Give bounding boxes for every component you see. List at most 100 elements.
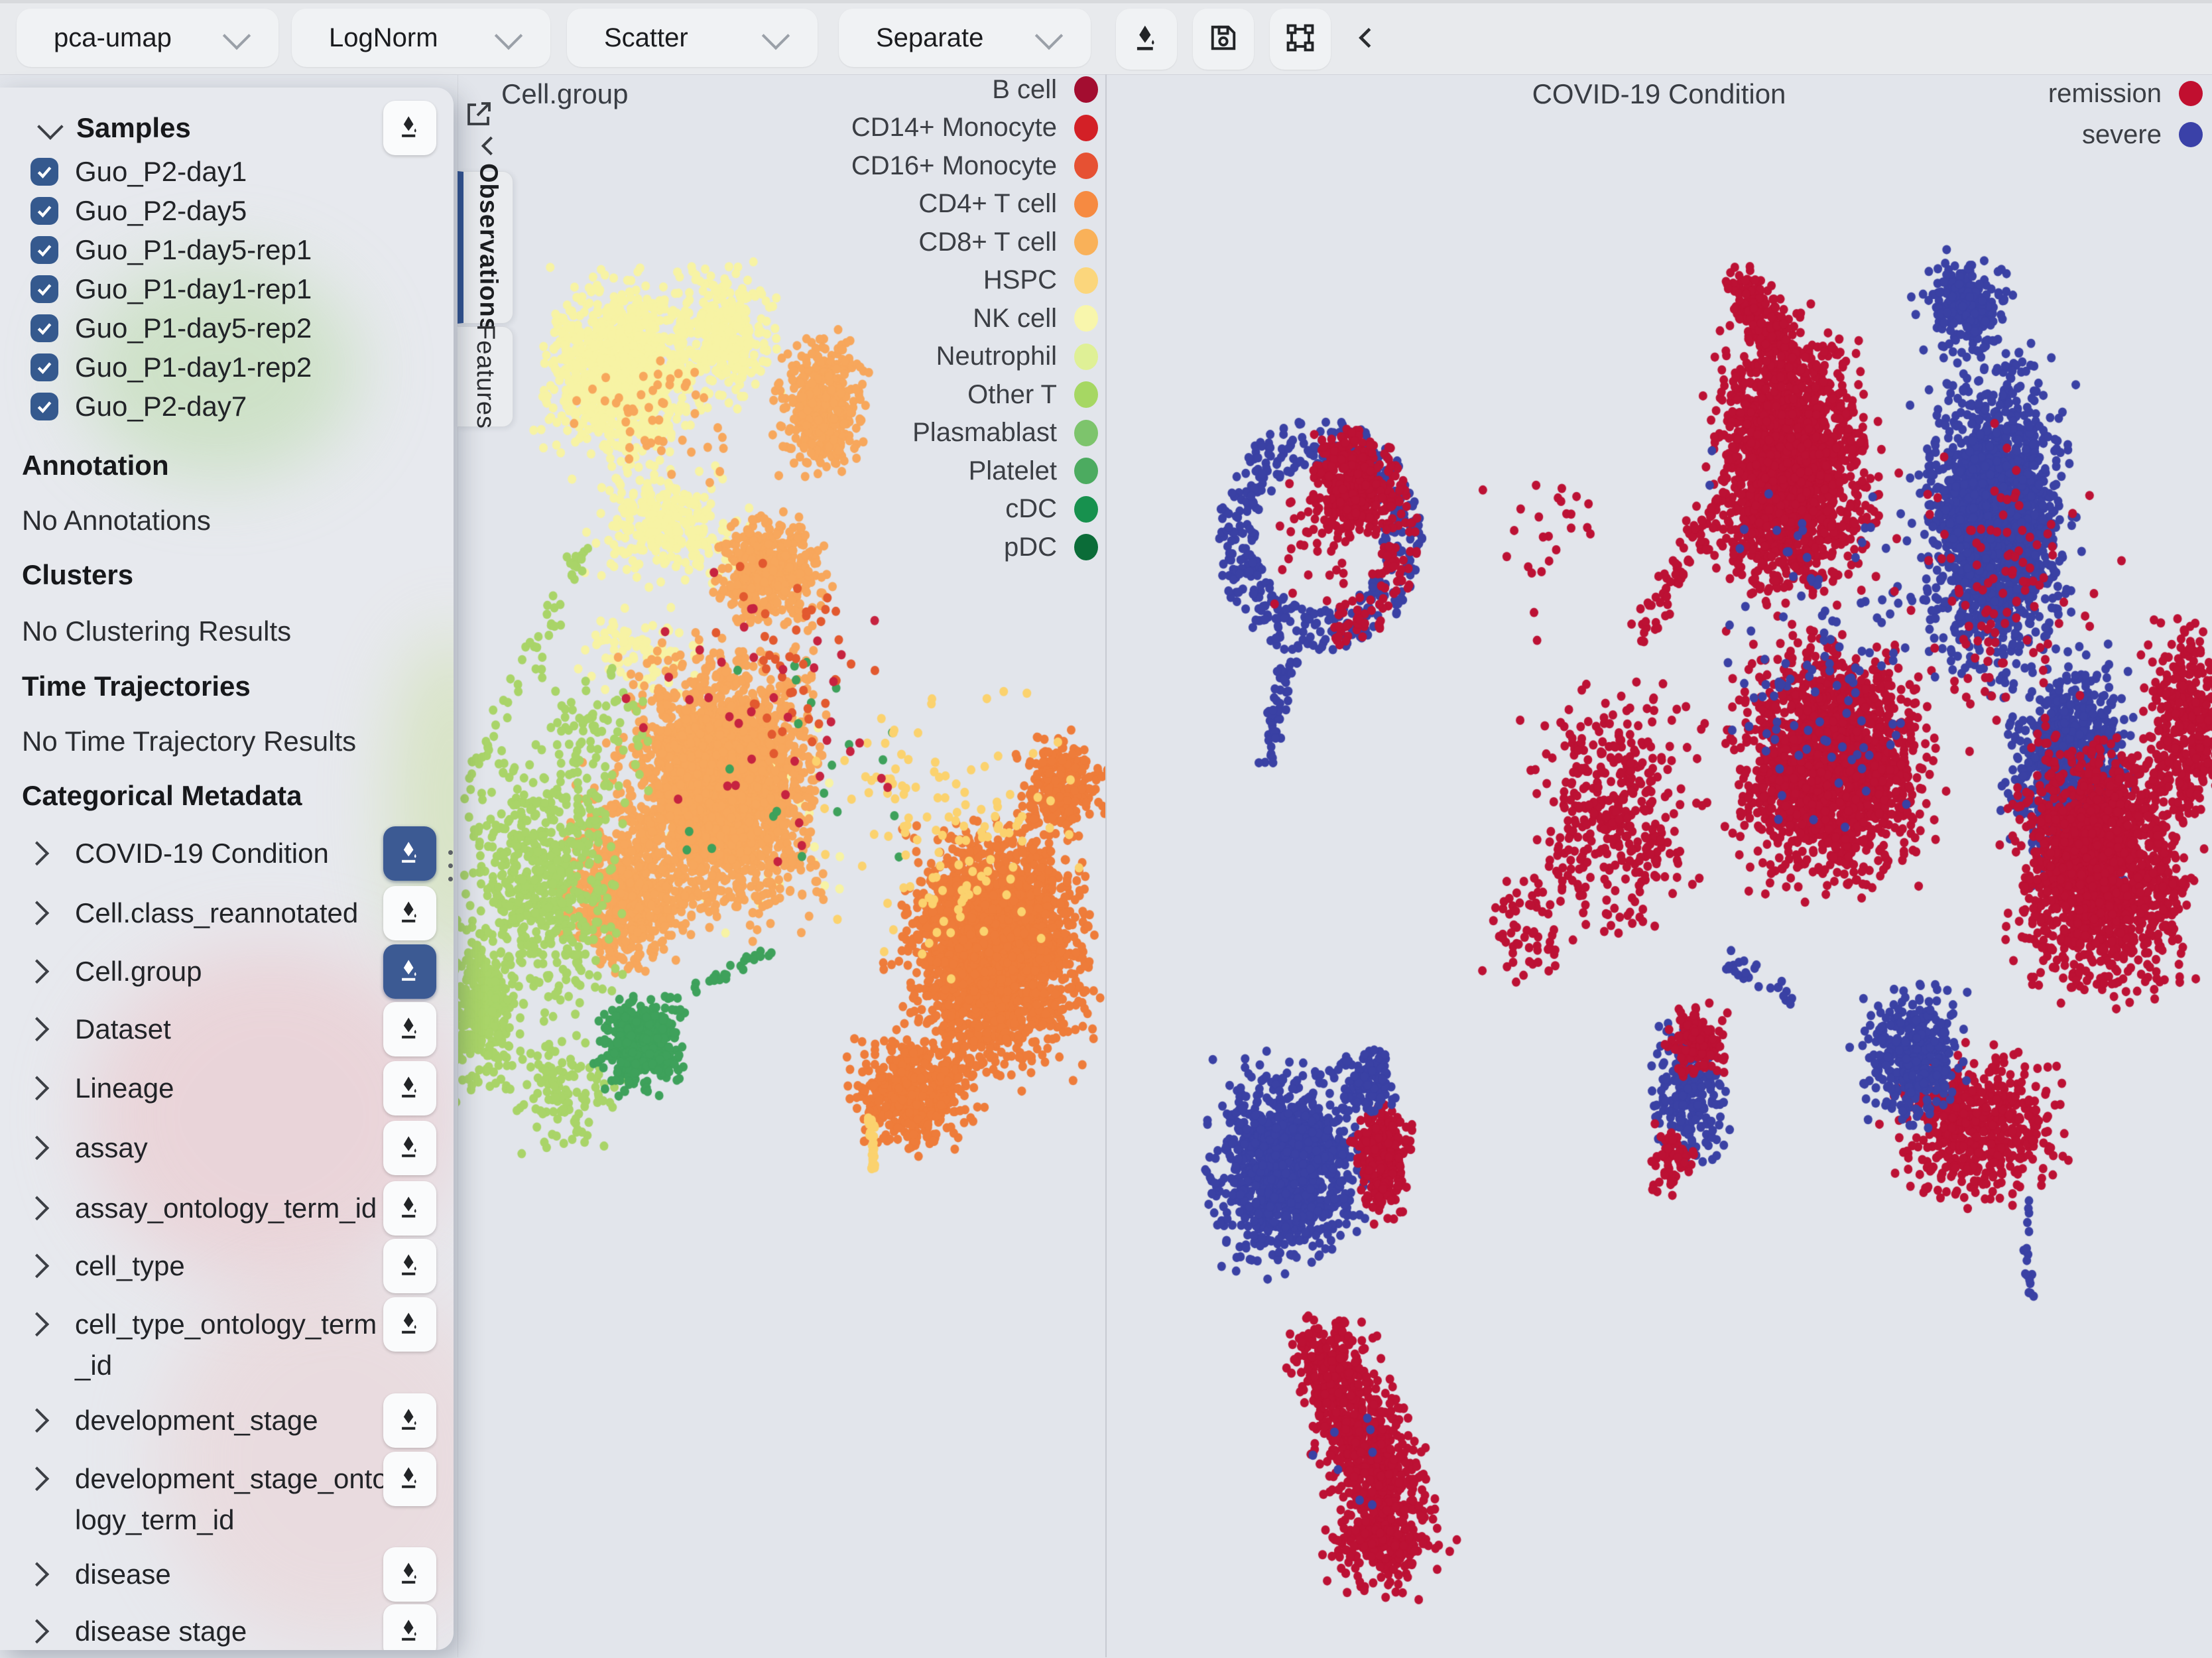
legend-item[interactable]: Platelet — [458, 455, 1105, 487]
metadata-paint-bucket-button[interactable] — [383, 1239, 436, 1293]
legend-item[interactable]: CD16+ Monocyte — [458, 150, 1105, 182]
tab-observations[interactable]: Observations — [458, 163, 513, 332]
legend-item[interactable]: NK cell — [458, 302, 1105, 334]
chevron-right-icon[interactable] — [25, 959, 50, 984]
sample-checkbox[interactable] — [31, 393, 58, 420]
box-select-button[interactable] — [1270, 9, 1331, 70]
legend-color-dot — [1074, 153, 1098, 179]
plot-type-select[interactable]: Scatter — [567, 9, 818, 67]
metadata-label[interactable]: COVID-19 Condition — [75, 838, 329, 869]
metadata-label[interactable]: Lineage — [75, 1072, 174, 1104]
legend-item[interactable]: CD14+ Monocyte — [458, 112, 1105, 144]
sample-checkbox[interactable] — [31, 314, 58, 342]
panel-drag-handle[interactable] — [448, 850, 454, 890]
chevron-right-icon[interactable] — [25, 1017, 50, 1042]
metadata-paint-bucket-button[interactable] — [383, 886, 436, 940]
embedding-select-value: pca-umap — [54, 23, 172, 52]
sample-checkbox[interactable] — [31, 236, 58, 264]
metadata-label[interactable]: development_stage_onto — [75, 1463, 388, 1494]
chevron-down-icon — [494, 21, 523, 50]
chevron-right-icon[interactable] — [25, 841, 50, 866]
paint-bucket-icon — [395, 1308, 424, 1341]
metadata-paint-bucket-button[interactable] — [383, 1393, 436, 1448]
metadata-paint-bucket-button[interactable] — [383, 1604, 436, 1650]
legend-item[interactable]: Plasmablast — [458, 417, 1105, 449]
legend-label: CD4+ T cell — [918, 189, 1057, 218]
legend-color-dot — [1074, 458, 1098, 484]
metadata-paint-bucket-button[interactable] — [383, 1547, 436, 1602]
chevron-right-icon[interactable] — [25, 1253, 50, 1279]
legend-color-dot — [2179, 122, 2203, 147]
chevron-right-icon[interactable] — [25, 1076, 50, 1101]
legend-item[interactable]: HSPC — [458, 265, 1105, 296]
legend-item[interactable]: CD4+ T cell — [458, 188, 1105, 220]
sample-label: Guo_P2-day7 — [75, 391, 247, 422]
metadata-label[interactable]: Cell.group — [75, 956, 202, 987]
panel-divider[interactable] — [1105, 74, 1107, 1657]
metadata-paint-bucket-button[interactable] — [383, 1297, 436, 1352]
metadata-label[interactable]: assay_ontology_term_id — [75, 1192, 377, 1224]
sample-checkbox[interactable] — [31, 353, 58, 381]
legend-label: CD8+ T cell — [918, 227, 1057, 257]
sample-checkbox[interactable] — [31, 275, 58, 303]
covid-condition-scatter-plot[interactable] — [1106, 75, 2212, 1658]
samples-paint-bucket-button[interactable] — [383, 101, 436, 155]
metadata-label[interactable]: cell_type_ontology_term — [75, 1308, 377, 1340]
metadata-label[interactable]: cell_type — [75, 1250, 185, 1281]
sample-checkbox[interactable] — [31, 158, 58, 186]
legend-item[interactable]: Neutrophil — [458, 341, 1105, 373]
plot-type-select-value: Scatter — [604, 23, 688, 52]
legend-item[interactable]: cDC — [458, 493, 1105, 525]
paint-bucket-icon — [395, 897, 424, 930]
chevron-right-icon[interactable] — [25, 901, 50, 926]
metadata-label[interactable]: Dataset — [75, 1013, 171, 1045]
metadata-label[interactable]: development_stage — [75, 1405, 318, 1436]
metadata-label[interactable]: logy_term_id — [75, 1504, 235, 1535]
normalization-select[interactable]: LogNorm — [292, 9, 550, 67]
sample-label: Guo_P1-day1-rep1 — [75, 273, 312, 304]
metadata-label[interactable]: _id — [75, 1350, 113, 1381]
sample-checkbox[interactable] — [31, 197, 58, 225]
chevron-right-icon[interactable] — [25, 1408, 50, 1433]
metadata-label[interactable]: disease — [75, 1559, 171, 1590]
chevron-right-icon[interactable] — [25, 1562, 50, 1587]
chevron-down-icon[interactable] — [37, 113, 64, 140]
metadata-paint-bucket-button[interactable] — [383, 1002, 436, 1056]
legend-item[interactable]: CD8+ T cell — [458, 226, 1105, 258]
legend-item[interactable]: pDC — [458, 531, 1105, 563]
metadata-paint-bucket-button[interactable] — [383, 944, 436, 999]
cell-group-scatter-plot[interactable] — [458, 75, 1106, 1658]
open-in-new-icon[interactable] — [463, 98, 495, 133]
check-icon — [37, 401, 52, 414]
chevron-right-icon[interactable] — [25, 1196, 50, 1221]
metadata-paint-bucket-button[interactable] — [383, 1061, 436, 1116]
metadata-paint-bucket-button[interactable] — [383, 1121, 436, 1175]
paint-bucket-icon — [395, 1405, 424, 1437]
metadata-label[interactable]: Cell.class_reannotated — [75, 897, 359, 928]
legend-item[interactable]: remission — [1591, 78, 2212, 109]
chevron-right-icon[interactable] — [25, 1312, 50, 1337]
toolbar-collapse-button[interactable] — [1346, 9, 1386, 70]
metadata-paint-bucket-button[interactable] — [383, 1181, 436, 1236]
panel-collapse-chevron[interactable] — [473, 131, 503, 164]
box-select-icon — [1283, 21, 1318, 58]
samples-header[interactable]: Samples — [76, 112, 191, 143]
metadata-paint-bucket-button[interactable] — [383, 1452, 436, 1506]
layout-mode-select[interactable]: Separate — [839, 9, 1091, 67]
metadata-label[interactable]: disease stage — [75, 1616, 247, 1647]
legend-item[interactable]: severe — [1591, 119, 2212, 151]
paint-bucket-button[interactable] — [1116, 9, 1177, 70]
save-button[interactable] — [1193, 9, 1254, 70]
metadata-label[interactable]: assay — [75, 1132, 148, 1163]
section-header: Time Trajectories — [22, 670, 251, 702]
paint-bucket-icon — [395, 956, 424, 988]
legend-item[interactable]: B cell — [458, 74, 1105, 105]
chevron-right-icon[interactable] — [25, 1619, 50, 1644]
legend-item[interactable]: Other T — [458, 379, 1105, 411]
check-icon — [37, 362, 52, 375]
embedding-select[interactable]: pca-umap — [17, 9, 278, 67]
chevron-right-icon[interactable] — [25, 1135, 50, 1161]
tab-features[interactable]: Features — [458, 324, 513, 429]
metadata-paint-bucket-button[interactable] — [383, 826, 436, 881]
chevron-right-icon[interactable] — [25, 1466, 50, 1492]
